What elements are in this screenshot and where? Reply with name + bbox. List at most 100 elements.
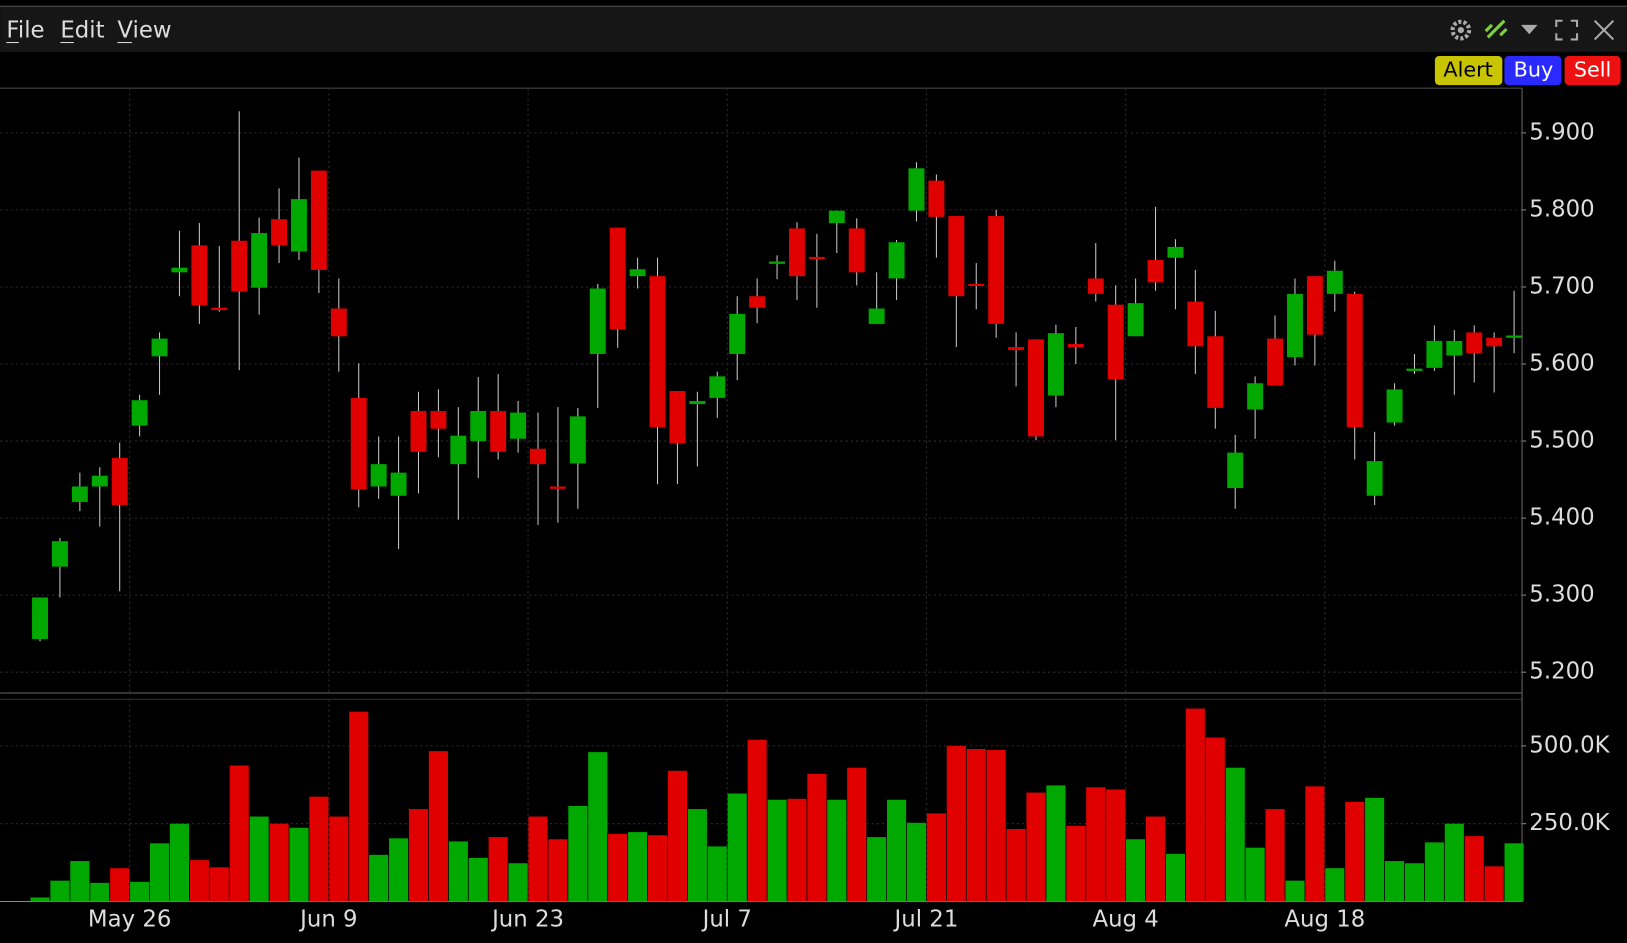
expand-icon[interactable] (1555, 19, 1579, 41)
volume-bar (30, 897, 50, 902)
candle-body (649, 276, 666, 428)
volume-bar (130, 881, 150, 902)
volume-bar (1424, 842, 1444, 902)
menu-item[interactable]: File (6, 18, 44, 44)
candle-body (51, 541, 68, 567)
candle-body (1386, 389, 1403, 423)
candle-body (450, 435, 467, 465)
x-tick-label: Jun 23 (490, 907, 564, 933)
volume-bar (1265, 809, 1285, 902)
dropdown-icon[interactable] (1521, 24, 1538, 35)
volume-bar (548, 839, 568, 902)
candle-body (1247, 383, 1264, 410)
volume-bar (229, 765, 249, 902)
volume-bar (827, 799, 847, 902)
volume-bar (1145, 816, 1166, 902)
x-tick-label: Jul 21 (893, 907, 959, 933)
candle-body (709, 376, 726, 398)
volume-bar (906, 822, 927, 902)
candle-body (291, 199, 307, 252)
volume-bar (1165, 853, 1186, 902)
candle-body (131, 400, 148, 426)
volume-bar (169, 823, 190, 902)
volume-bar (90, 882, 110, 902)
candle-body (968, 283, 985, 286)
sell-button-label[interactable]: Sell (1574, 58, 1611, 82)
volume-bar (1484, 866, 1504, 902)
candle-body (1147, 259, 1164, 283)
window-controls (1450, 19, 1615, 41)
link-icon[interactable] (1484, 19, 1508, 39)
y-tick-label: 5.300 (1529, 582, 1594, 608)
candle-body (808, 256, 825, 260)
y-tick-label: 500.0K (1529, 732, 1610, 758)
candle-body (928, 180, 945, 217)
candle-body (530, 448, 546, 465)
candle-body (1366, 461, 1383, 496)
volume-bar (408, 809, 429, 902)
volume-bar (1185, 708, 1205, 902)
volume-bar (1305, 786, 1325, 902)
volume-bar (488, 837, 508, 902)
buy-button[interactable] (1504, 56, 1562, 86)
candle-body (370, 464, 387, 487)
candle-body (1466, 332, 1483, 354)
volume-bar (1325, 868, 1345, 902)
candle-body (629, 269, 646, 277)
candle-body (490, 410, 507, 452)
x-tick-label: Jul 7 (701, 907, 752, 933)
volume-bar (568, 805, 588, 902)
candle-body (1207, 336, 1224, 408)
alert-button[interactable] (1434, 56, 1503, 86)
volume-bar (50, 880, 70, 902)
candle-body (729, 313, 746, 354)
volume-bar (667, 770, 688, 902)
y-tick-label: 5.600 (1529, 351, 1594, 377)
volume-bar (1464, 836, 1484, 902)
volume-bar (787, 798, 807, 902)
volume-bar (528, 816, 548, 902)
candle-body (1346, 293, 1363, 428)
close-icon[interactable] (1593, 20, 1615, 41)
volume-bar (986, 749, 1006, 902)
y-tick-label: 5.400 (1529, 505, 1594, 531)
candle-body (868, 308, 885, 324)
sell-button[interactable] (1564, 56, 1621, 86)
volume-bar (807, 773, 827, 902)
candle-body (171, 267, 188, 273)
alert-button-label[interactable]: Alert (1443, 58, 1492, 82)
candle-body (988, 216, 1005, 324)
candle-body (1486, 337, 1503, 347)
candle-body (1107, 304, 1124, 380)
y-tick-label: 5.900 (1529, 119, 1594, 145)
menu-item[interactable]: View (117, 18, 171, 44)
candle-body (330, 308, 347, 337)
candle-body (589, 288, 606, 354)
candle-body (609, 227, 626, 330)
volume-bar (70, 861, 90, 902)
volume-bar (647, 835, 668, 902)
settings-icon[interactable] (1450, 19, 1472, 41)
x-tick-label: Aug 18 (1284, 907, 1365, 933)
candle-body (569, 416, 586, 464)
candle-body (1306, 276, 1323, 335)
volume-bar (687, 809, 707, 902)
buy-button-label[interactable]: Buy (1514, 58, 1554, 82)
volume-bar (369, 854, 389, 902)
volume-bar (189, 860, 209, 902)
candle-body (310, 170, 327, 271)
volume-bar (1345, 801, 1365, 902)
candle-body (1506, 335, 1523, 338)
candle-body (1028, 339, 1044, 437)
candle-body (251, 233, 268, 288)
candle-body (1008, 347, 1025, 351)
candle-body (151, 338, 168, 357)
volume-bar (508, 863, 528, 902)
candle-body (211, 307, 228, 311)
candle-body (1227, 452, 1244, 489)
menu-item[interactable]: Edit (60, 18, 104, 44)
x-tick-label: Aug 4 (1092, 907, 1158, 933)
candle-body (231, 240, 248, 292)
